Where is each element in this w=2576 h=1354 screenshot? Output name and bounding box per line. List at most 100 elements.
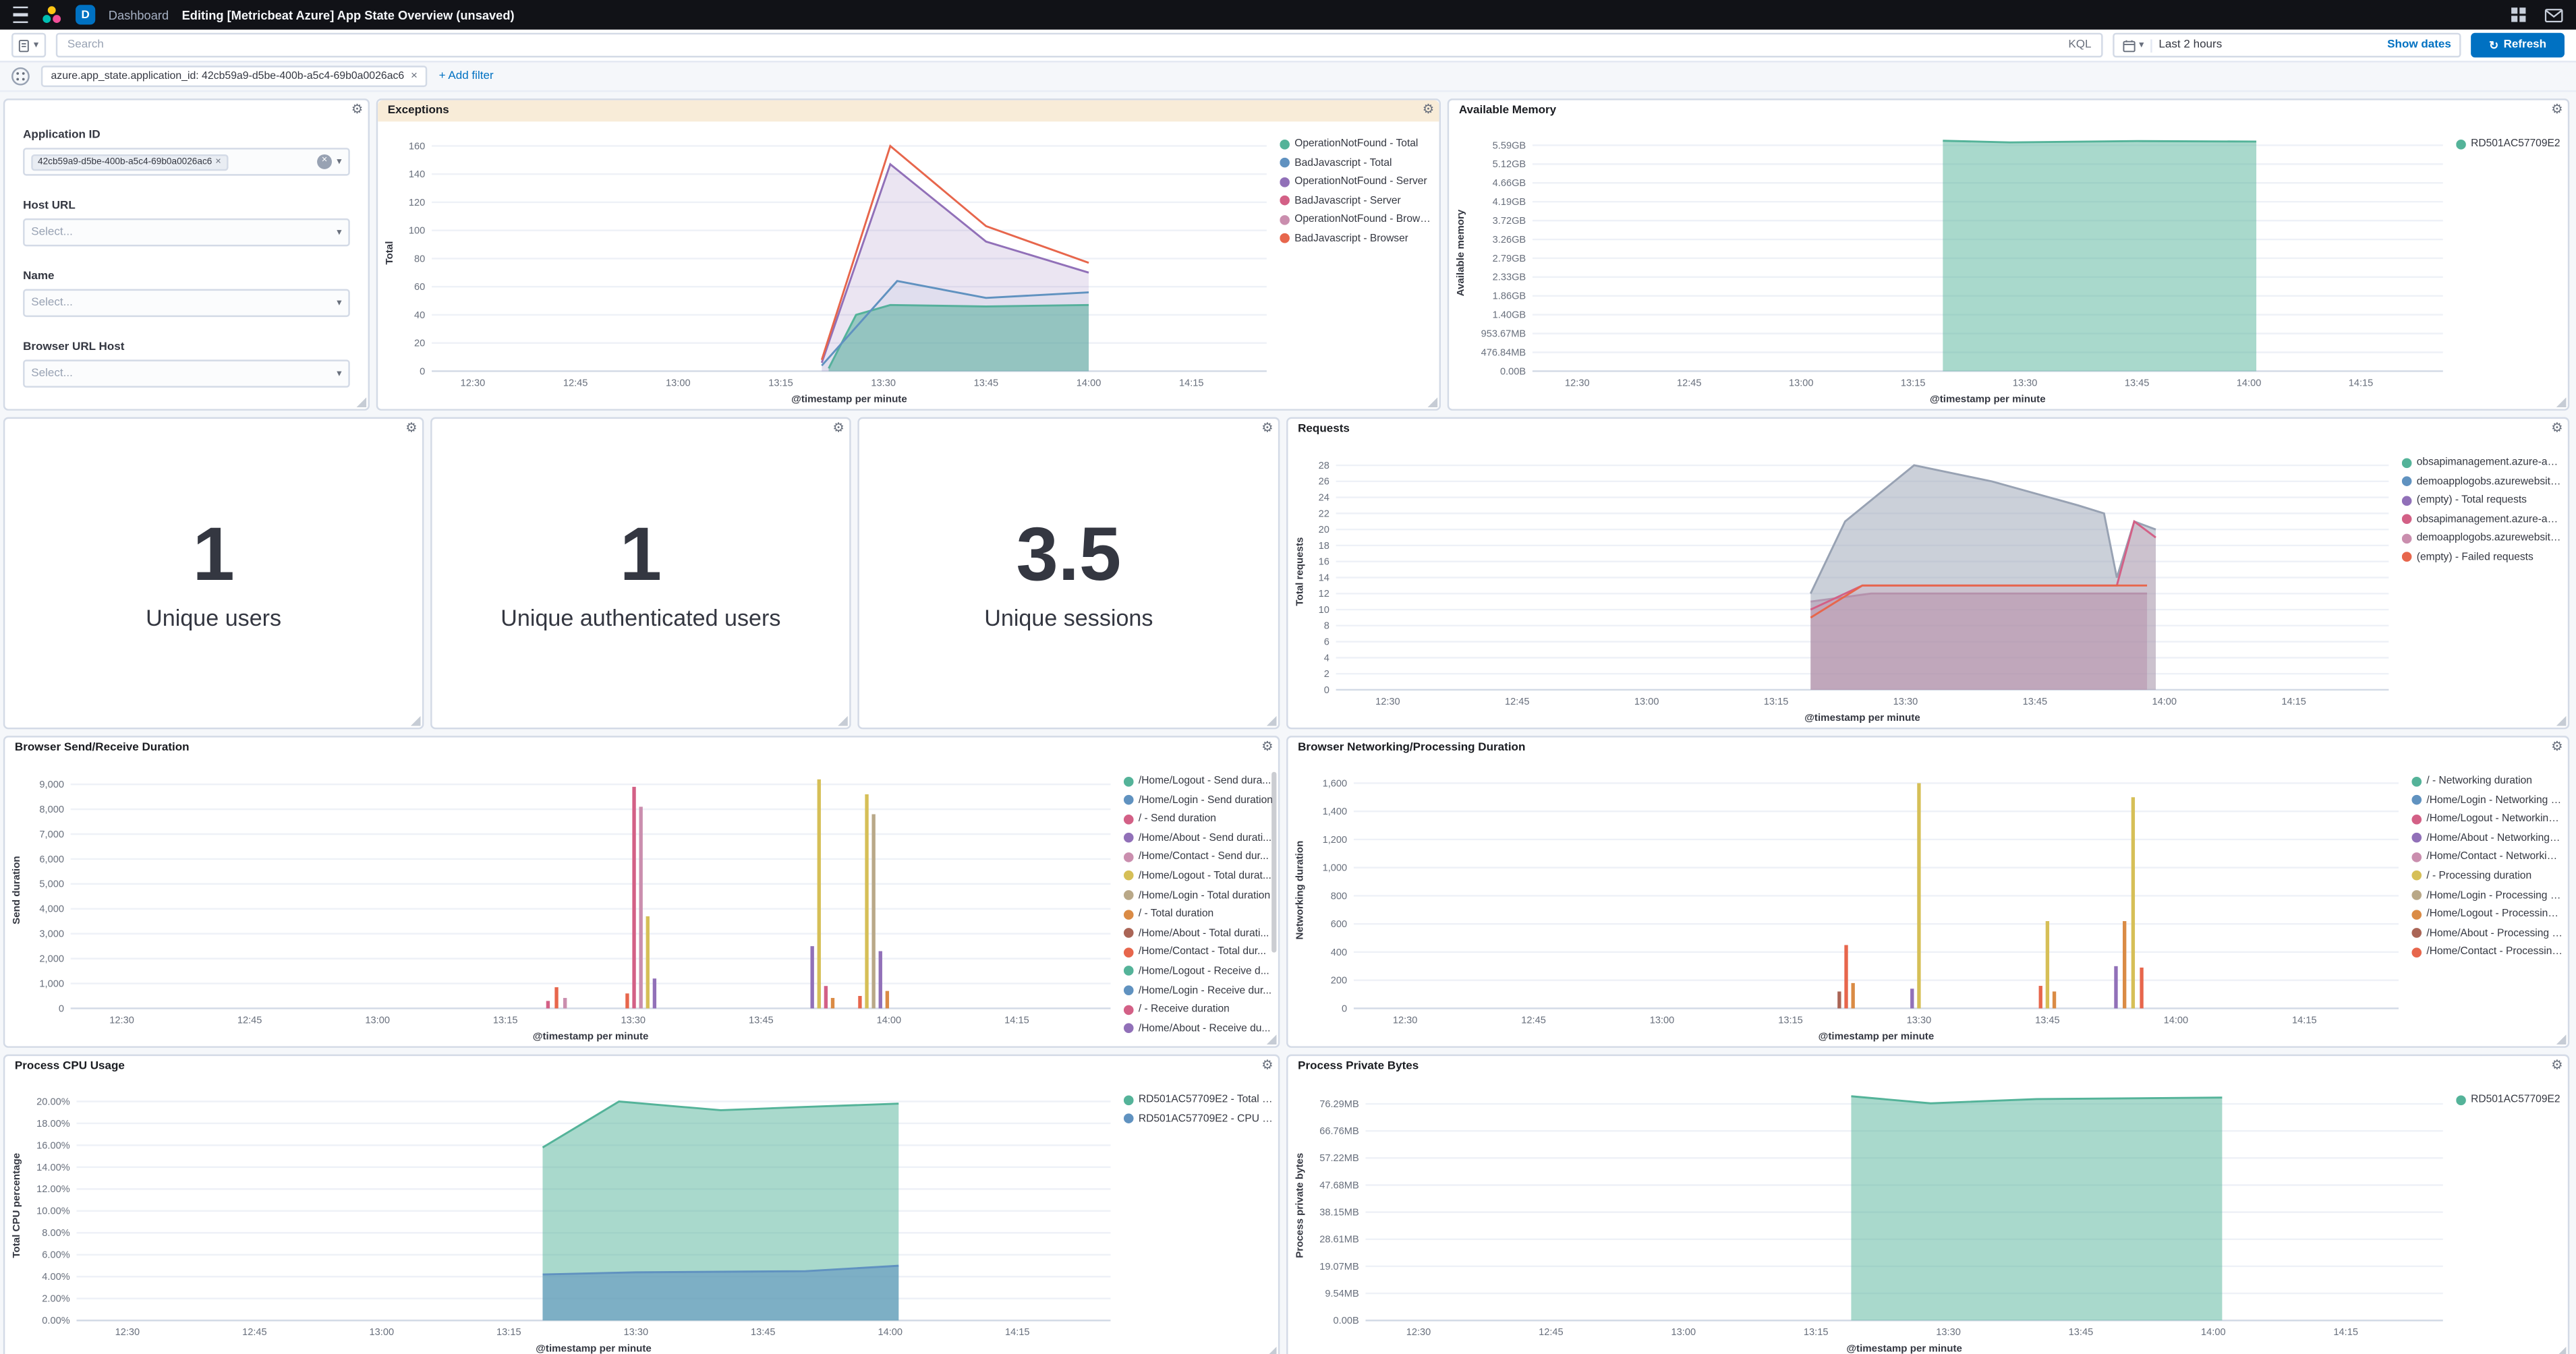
remove-token-icon[interactable]: × <box>215 156 221 167</box>
panel-gear-button[interactable]: ⚙ <box>351 102 363 118</box>
legend-item[interactable]: RD501AC57709E2 <box>2456 1094 2563 1105</box>
legend-scrollbar[interactable] <box>1271 771 1277 953</box>
panel-title: Requests <box>1298 423 1350 436</box>
panel-gear-button[interactable]: ⚙ <box>405 421 417 437</box>
grid-icon[interactable] <box>2511 7 2527 23</box>
panel-resize-handle[interactable] <box>1427 397 1438 408</box>
application-id-combobox[interactable]: 42cb59a9-d5be-400b-a5c4-69b0a0026ac6 × ×… <box>23 148 350 176</box>
legend-item[interactable]: RD501AC57709E2 - Total CPU... <box>1123 1094 1273 1105</box>
legend-item[interactable]: / - Total duration <box>1123 908 1273 920</box>
kql-language-button[interactable]: KQL <box>2068 39 2092 51</box>
filter-options-icon[interactable] <box>11 67 30 86</box>
filter-pill-label: azure.app_state.application_id: 42cb59a9… <box>51 70 405 82</box>
panel-gear-button[interactable]: ⚙ <box>832 421 844 437</box>
chevron-down-icon: ▾ <box>33 40 39 51</box>
legend-item[interactable]: /Home/Contact - Processing ... <box>2411 947 2563 958</box>
panel-gear-button[interactable]: ⚙ <box>2551 739 2563 755</box>
select-placeholder: Select... <box>31 227 73 239</box>
breadcrumb[interactable]: Dashboard <box>108 7 169 22</box>
mail-icon[interactable] <box>2544 7 2563 22</box>
svg-text:@timestamp per minute: @timestamp per minute <box>1804 712 1920 724</box>
legend-item[interactable]: /Home/Login - Send duration <box>1123 794 1273 806</box>
svg-text:12:45: 12:45 <box>242 1327 267 1338</box>
panel-resize-handle[interactable] <box>1266 1347 1277 1354</box>
legend-item[interactable]: RD501AC57709E2 <box>2456 138 2563 150</box>
panel-header: Requests <box>1288 419 2568 440</box>
clear-selection-icon[interactable]: × <box>317 154 332 169</box>
legend-item[interactable]: /Home/Logout - Total durat... <box>1123 871 1273 882</box>
panel-resize-handle[interactable] <box>838 715 848 726</box>
legend-item[interactable]: / - Send duration <box>1123 813 1273 825</box>
legend-item[interactable]: BadJavascript - Server <box>1280 195 1434 206</box>
browser-url-host-select[interactable]: Select... ▾ <box>23 359 350 388</box>
legend-item[interactable]: OperationNotFound - Total <box>1280 138 1434 150</box>
space-avatar[interactable]: D <box>76 5 96 25</box>
svg-text:13:00: 13:00 <box>1650 1015 1675 1026</box>
panel-gear-button[interactable]: ⚙ <box>1261 739 1273 755</box>
legend-item[interactable]: /Home/Logout - Processing d... <box>2411 908 2563 920</box>
add-filter-button[interactable]: + Add filter <box>438 70 494 82</box>
host-url-select[interactable]: Select... ▾ <box>23 218 350 247</box>
legend-item[interactable]: (empty) - Total requests <box>2401 495 2563 506</box>
application-id-token[interactable]: 42cb59a9-d5be-400b-a5c4-69b0a0026ac6 × <box>31 153 228 171</box>
panel-gear-button[interactable]: ⚙ <box>2551 421 2563 437</box>
legend-item[interactable]: /Home/About - Processing du... <box>2411 928 2563 939</box>
time-range-value[interactable]: Last 2 hours <box>2158 39 2223 51</box>
legend-item[interactable]: demoapplogobs.azurewebsite... <box>2401 475 2563 487</box>
name-select[interactable]: Select... ▾ <box>23 289 350 318</box>
calendar-menu-button[interactable]: ▾ <box>2123 38 2152 52</box>
legend-item[interactable]: /Home/Login - Processing dur... <box>2411 889 2563 901</box>
legend-item[interactable]: BadJavascript - Total <box>1280 157 1434 169</box>
legend-item[interactable]: OperationNotFound - Server <box>1280 176 1434 187</box>
menu-icon[interactable] <box>13 5 28 26</box>
legend-item[interactable]: /Home/Login - Networking du... <box>2411 794 2563 806</box>
panel-gear-button[interactable]: ⚙ <box>2551 102 2563 118</box>
panel-resize-handle[interactable] <box>356 397 367 408</box>
legend-item[interactable]: /Home/Logout - Networking d... <box>2411 813 2563 825</box>
panel-resize-handle[interactable] <box>1266 715 1277 726</box>
panel-gear-button[interactable]: ⚙ <box>1261 421 1273 437</box>
legend-item[interactable]: / - Receive duration <box>1123 1003 1273 1015</box>
search-input[interactable] <box>67 39 2059 51</box>
remove-filter-icon[interactable]: × <box>410 70 418 82</box>
legend-item[interactable]: RD501AC57709E2 - CPU perc... <box>1123 1113 1273 1124</box>
saved-query-menu-button[interactable]: ▾ <box>11 32 47 58</box>
refresh-button[interactable]: ↻ Refresh <box>2471 32 2565 58</box>
panel-resize-handle[interactable] <box>2556 715 2567 726</box>
legend-item[interactable]: /Home/Contact - Total dur... <box>1123 947 1273 958</box>
svg-text:1,000: 1,000 <box>1323 863 1348 874</box>
legend-item[interactable]: /Home/Logout - Send dura... <box>1123 775 1273 787</box>
panel-gear-button[interactable]: ⚙ <box>1423 102 1434 118</box>
legend-item[interactable]: /Home/Logout - Receive d... <box>1123 966 1273 977</box>
legend-item[interactable]: BadJavascript - Browser <box>1280 233 1434 245</box>
panel-resize-handle[interactable] <box>2556 397 2567 408</box>
svg-text:14:15: 14:15 <box>2349 378 2374 388</box>
legend-item[interactable]: /Home/About - Receive du... <box>1123 1023 1273 1034</box>
legend-item[interactable]: /Home/Login - Total duration <box>1123 889 1273 901</box>
legend-item[interactable]: /Home/About - Networking du... <box>2411 832 2563 844</box>
legend-item[interactable]: demoapplogobs.azurewebsite... <box>2401 533 2563 544</box>
legend-item[interactable]: (empty) - Failed requests <box>2401 552 2563 563</box>
legend-item[interactable]: / - Networking duration <box>2411 775 2563 787</box>
svg-text:0.00B: 0.00B <box>1334 1316 1359 1326</box>
legend-item[interactable]: /Home/Contact - Networking ... <box>2411 852 2563 863</box>
legend-item[interactable]: / - Processing duration <box>2411 871 2563 882</box>
panel-resize-handle[interactable] <box>2556 1034 2567 1045</box>
legend-item[interactable]: /Home/About - Total durati... <box>1123 928 1273 939</box>
elastic-logo[interactable] <box>41 4 63 26</box>
legend-item[interactable]: obsapimanagement.azure-api... <box>2401 514 2563 525</box>
panel-resize-handle[interactable] <box>2556 1347 2567 1354</box>
filter-pill[interactable]: azure.app_state.application_id: 42cb59a9… <box>40 65 428 88</box>
legend-item[interactable]: OperationNotFound - Browser <box>1280 214 1434 226</box>
panel-resize-handle[interactable] <box>1266 1034 1277 1045</box>
show-dates-button[interactable]: Show dates <box>2387 39 2451 51</box>
panel-resize-handle[interactable] <box>410 715 421 726</box>
legend-item[interactable]: /Home/Login - Receive dur... <box>1123 984 1273 996</box>
panel-gear-button[interactable]: ⚙ <box>1261 1058 1273 1074</box>
svg-text:13:30: 13:30 <box>871 378 896 388</box>
legend-item[interactable]: /Home/Contact - Send dur... <box>1123 852 1273 863</box>
panel-gear-button[interactable]: ⚙ <box>2551 1058 2563 1074</box>
legend-item[interactable]: /Home/About - Send durati... <box>1123 832 1273 844</box>
legend-item[interactable]: obsapimanagement.azure-api... <box>2401 457 2563 468</box>
